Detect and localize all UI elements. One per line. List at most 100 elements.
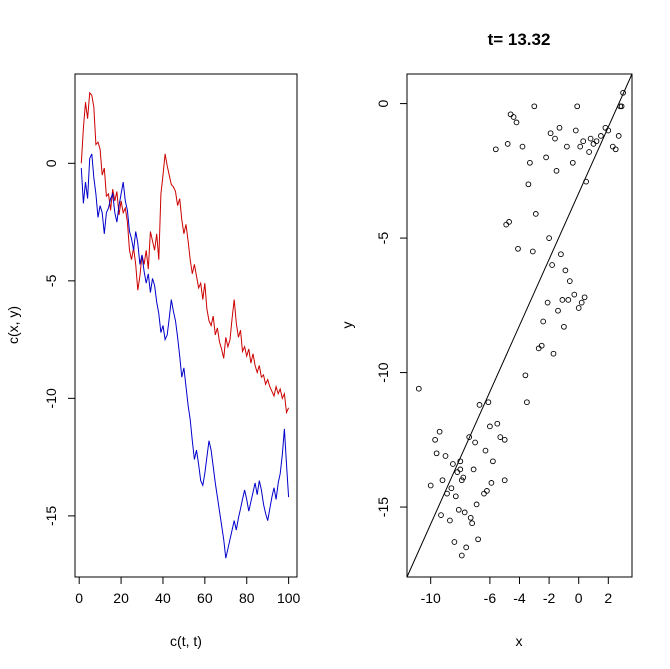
scatter-point <box>587 135 594 142</box>
right-y-tick-label: 0 <box>375 99 391 107</box>
right-y-tick-label: -5 <box>375 232 391 245</box>
left-x-tick-label: 40 <box>155 590 171 606</box>
scatter-point <box>494 420 501 427</box>
scatter-point <box>415 385 422 392</box>
scatter-point <box>501 477 508 484</box>
scatter-point <box>444 490 450 497</box>
scatter-point <box>524 399 530 406</box>
scatter-point <box>515 245 521 252</box>
scatter-point <box>565 297 572 303</box>
left-x-axis: 0 20 40 60 80 100 <box>75 576 301 606</box>
scatter-point <box>549 262 555 268</box>
scatter-point <box>558 251 564 258</box>
left-y-tick-label: -15 <box>43 506 59 526</box>
scatter-point <box>561 323 567 330</box>
scatter-point <box>513 119 520 126</box>
left-x-tick-label: 60 <box>197 590 213 606</box>
scatter-point <box>497 434 504 440</box>
scatter-point <box>598 133 604 139</box>
scatter-point <box>485 399 492 406</box>
scatter-point <box>575 305 582 311</box>
scatter-point <box>535 345 542 352</box>
scatter-point <box>458 552 465 559</box>
right-fit-line <box>406 73 633 578</box>
scatter-point <box>473 501 480 508</box>
scatter-point <box>562 267 569 274</box>
scatter-point <box>457 466 464 473</box>
scatter-point <box>586 149 592 155</box>
scatter-point <box>612 146 619 153</box>
scatter-point <box>577 143 584 150</box>
right-x-axis-title: x <box>516 633 523 649</box>
left-series-group <box>80 91 290 559</box>
scatter-point <box>580 138 587 145</box>
scatter-point <box>615 133 622 139</box>
left-x-tick-label: 80 <box>239 590 255 606</box>
scatter-point <box>484 488 490 494</box>
left-x-tick-label: 20 <box>113 590 129 606</box>
scatter-point <box>583 178 589 185</box>
scatter-point <box>436 428 443 435</box>
left-x-axis-title: c(t, t) <box>170 633 202 649</box>
scatter-point <box>569 159 576 166</box>
scatter-point <box>532 211 539 217</box>
left-plot-frame <box>74 73 298 578</box>
scatter-point <box>503 221 510 228</box>
scatter-point <box>488 480 495 486</box>
scatter-point <box>543 154 549 161</box>
scatter-point <box>571 291 578 298</box>
scatter-point <box>490 458 496 465</box>
scatter-point <box>451 539 458 545</box>
right-x-tick-label: -2 <box>543 590 556 606</box>
scatter-point <box>602 124 609 131</box>
scatter-point <box>427 482 434 489</box>
scatter-point <box>574 103 581 110</box>
scatter-point <box>566 278 573 284</box>
scatter-point <box>525 181 532 188</box>
right-x-tick-label: 2 <box>604 590 612 606</box>
scatter-point <box>442 453 449 459</box>
scatter-point <box>463 544 470 551</box>
scatter-point <box>487 423 493 430</box>
scatter-point <box>448 485 455 492</box>
scatter-point <box>439 477 446 484</box>
left-x-tick-label: 100 <box>277 590 301 606</box>
scatter-point <box>553 167 560 174</box>
scatter-point <box>454 469 461 475</box>
right-x-axis: -10 -6 -4 -2 0 2 <box>421 576 612 606</box>
left-series-line-1 <box>80 91 290 415</box>
scatter-point <box>475 536 481 543</box>
scatter-point <box>590 141 597 147</box>
scatter-point <box>540 318 547 325</box>
scatter-point <box>593 138 600 145</box>
scatter-point <box>507 111 514 118</box>
scatter-point <box>469 520 475 527</box>
scatter-point <box>519 143 526 150</box>
scatter-point <box>457 458 464 465</box>
left-y-axis-title: c(x, y) <box>5 306 21 344</box>
scatter-point <box>527 159 533 166</box>
left-y-tick-label: -5 <box>43 274 59 287</box>
scatter-point <box>609 143 616 150</box>
scatter-point <box>556 124 563 131</box>
left-y-tick-label: -10 <box>43 388 59 408</box>
left-y-axis: 0 -5 -10 -15 <box>43 159 76 526</box>
scatter-point <box>547 130 554 137</box>
scatter-point <box>538 342 545 349</box>
right-y-tick-label: -10 <box>375 362 391 382</box>
right-y-axis: 0 -5 -10 -15 <box>375 99 408 517</box>
scatter-point <box>481 490 487 497</box>
right-x-tick-label: -4 <box>513 590 526 606</box>
scatter-point <box>455 506 462 513</box>
left-y-tick-label: 0 <box>43 159 59 167</box>
scatter-point <box>510 114 517 120</box>
scatter-point <box>506 219 512 225</box>
scatter-point <box>559 297 566 303</box>
scatter-point <box>581 294 588 301</box>
scatter-point <box>433 450 440 457</box>
scatter-point <box>470 466 477 473</box>
scatter-point <box>472 439 478 446</box>
right-points-group <box>415 89 626 559</box>
scatter-point <box>522 372 529 379</box>
